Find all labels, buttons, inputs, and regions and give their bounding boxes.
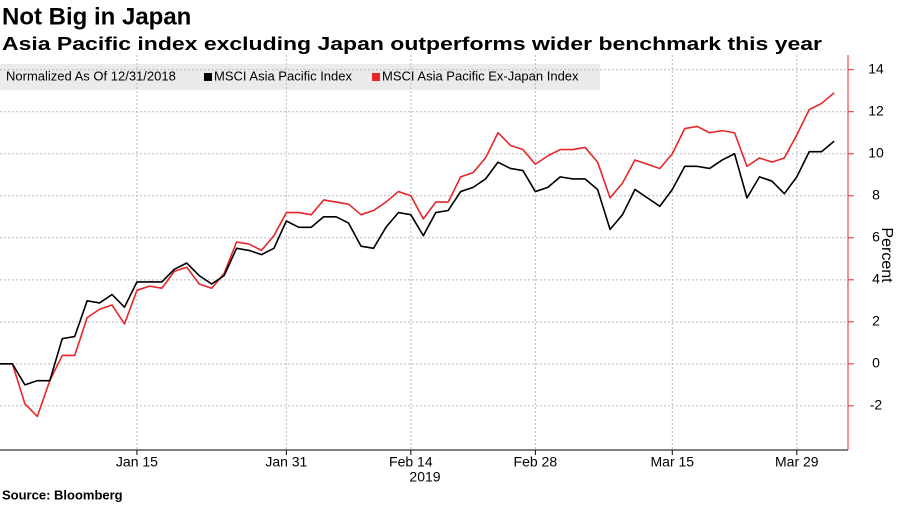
- chart-title: Not Big in Japan: [2, 3, 191, 30]
- y-tick-label: 14: [868, 60, 884, 76]
- y-tick-label: -2: [870, 397, 883, 413]
- series-line: [0, 92, 835, 418]
- x-tick-label: Jan 15: [116, 454, 158, 470]
- legend-label: MSCI Asia Pacific Ex-Japan Index: [382, 68, 579, 83]
- y-axis-label: Percent: [878, 227, 895, 283]
- legend-title: Normalized As Of 12/31/2018: [6, 68, 176, 83]
- x-tick-label: Feb 14: [389, 454, 433, 470]
- series-line: [0, 140, 835, 386]
- x-tick-label: Mar 15: [651, 454, 695, 470]
- y-tick-label: 8: [872, 186, 880, 202]
- legend-swatch: [372, 73, 380, 81]
- y-tick-label: 0: [872, 355, 880, 371]
- y-tick-label: 2: [872, 313, 880, 329]
- legend-label: MSCI Asia Pacific Index: [214, 68, 352, 83]
- x-tick-label: Mar 29: [775, 454, 819, 470]
- source: Source: Bloomberg: [2, 487, 123, 502]
- legend-swatch: [204, 73, 212, 81]
- x-tick-label: Jan 31: [265, 454, 307, 470]
- y-tick-label: 10: [868, 144, 884, 160]
- y-tick-label: 12: [868, 102, 884, 118]
- x-axis-label: 2019: [409, 469, 440, 485]
- chart-subtitle: Asia Pacific index excluding Japan outpe…: [2, 34, 822, 54]
- x-tick-label: Feb 28: [514, 454, 558, 470]
- y-tick-label: 4: [872, 271, 880, 287]
- legend-box: [0, 64, 600, 90]
- y-tick-label: 6: [872, 228, 880, 244]
